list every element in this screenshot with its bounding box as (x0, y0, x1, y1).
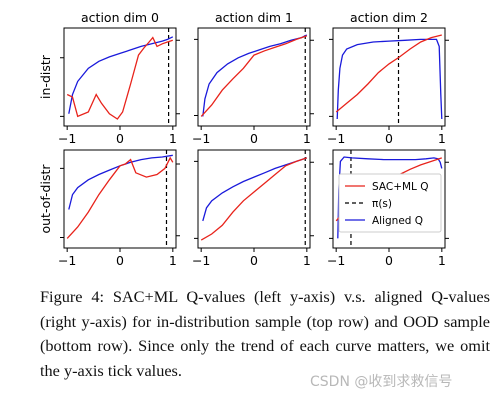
xtick-label-r1c1-1: 0 (250, 253, 258, 268)
xtick-label-r1c0-2: 1 (169, 253, 177, 268)
aligned-q-line-r0c2 (336, 38, 443, 120)
panel-title-r0c1: action dim 1 (215, 10, 293, 25)
aligned-q-line-r1c2 (337, 156, 443, 239)
legend-box (338, 173, 442, 233)
xtick-label-r1c1-2: 1 (303, 253, 311, 268)
xtick-label-r1c0-1: 0 (116, 253, 124, 268)
xtick-label-r1c2-0: −1 (327, 253, 345, 268)
panel-title-r0c2: action dim 2 (350, 10, 428, 25)
row-label-r0c0: in-distr (38, 54, 53, 99)
sac-ml-q-line-r1c0 (66, 156, 174, 239)
figure-caption: Figure 4: SAC+ML Q-values (left y-axis) … (40, 287, 490, 380)
xtick-label-r0c2-0: −1 (327, 131, 345, 146)
xtick-label-r1c0-0: −1 (58, 253, 76, 268)
xtick-label-r0c0-1: 0 (116, 131, 124, 146)
sac-ml-q-line-r0c0 (66, 36, 173, 120)
xtick-label-r0c0-2: 1 (169, 131, 177, 146)
xtick-label-r0c0-0: −1 (58, 131, 76, 146)
xtick-label-r0c2-1: 0 (385, 131, 393, 146)
figure-plot: −1 0 1 action dim 0 in-distr −1 0 1 action dim 1… (38, 10, 449, 268)
sac-ml-q-line-r0c1 (200, 35, 308, 117)
xtick-label-r1c1-0: −1 (192, 253, 210, 268)
aligned-q-line-r0c1 (202, 34, 308, 117)
row-label-r1c0: out-of-distr (38, 164, 53, 234)
legend-label-pi: π(s) (372, 198, 392, 210)
xtick-label-r0c2-2: 1 (438, 131, 446, 146)
xtick-label-r0c1-0: −1 (192, 131, 210, 146)
xtick-label-r0c1-2: 1 (303, 131, 311, 146)
panel-title-r0c0: action dim 0 (81, 10, 159, 25)
aligned-q-line-r1c1 (202, 157, 308, 222)
panel-frame-r0c2 (332, 27, 446, 127)
sac-ml-q-line-r0c2 (335, 34, 442, 113)
xtick-label-r1c2-1: 0 (385, 253, 393, 268)
watermark: CSDN @收到求救信号 (310, 374, 453, 390)
xtick-label-r0c1-1: 0 (250, 131, 258, 146)
aligned-q-line-r1c0 (68, 154, 173, 210)
panel-frame-r1c0 (63, 149, 177, 249)
aligned-q-line-r0c0 (68, 36, 174, 114)
panel-frame-r0c1 (197, 27, 311, 127)
xtick-label-r1c2-2: 1 (438, 253, 446, 268)
legend-label-aligned: Aligned Q (372, 215, 423, 227)
sac-ml-q-line-r1c1 (200, 157, 308, 241)
legend-label-sac_ml: SAC+ML Q (372, 181, 429, 193)
